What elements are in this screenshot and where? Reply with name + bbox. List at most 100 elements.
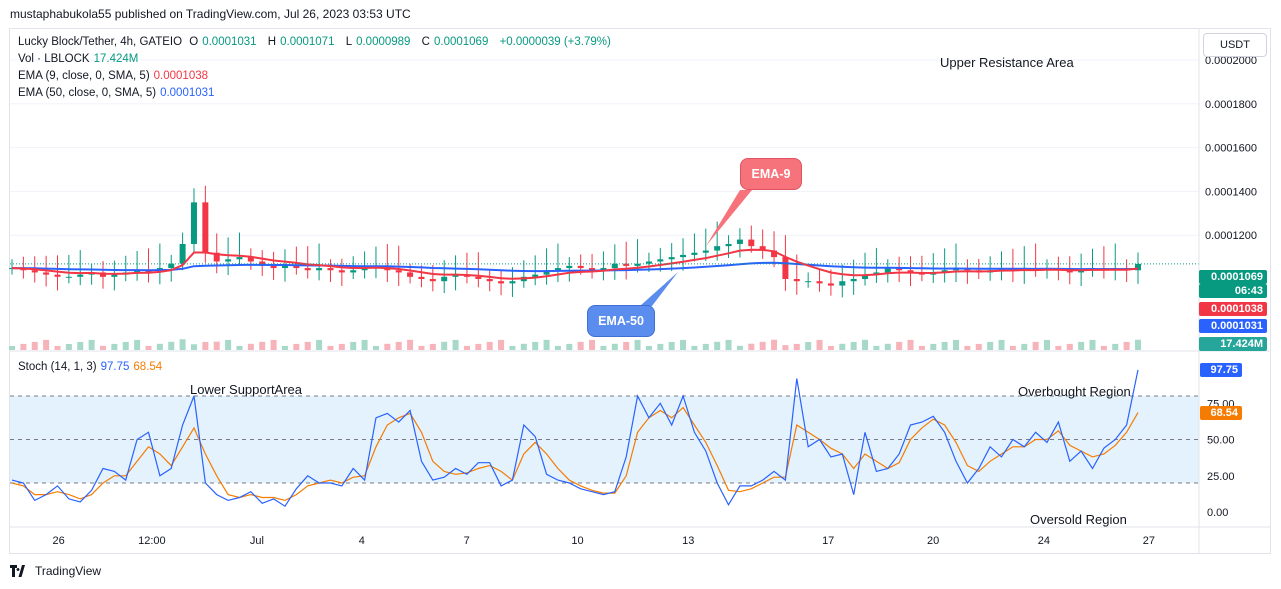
candle-body — [190, 202, 197, 244]
volume-bar — [759, 341, 766, 350]
candle-body — [281, 265, 288, 269]
lower-support-label: Lower SupportArea — [190, 382, 303, 397]
volume-bar — [1078, 341, 1085, 350]
candle-body — [452, 274, 459, 277]
volume-bar — [1089, 339, 1096, 350]
volume-bar — [202, 341, 209, 350]
candle-body — [168, 263, 175, 269]
volume-bar — [805, 342, 812, 350]
volume-bar — [532, 341, 539, 350]
ema9-price-label: 0.0001038 — [1199, 302, 1267, 316]
candle-body — [896, 268, 903, 271]
candle-body — [1066, 270, 1073, 273]
candle-body — [31, 270, 38, 273]
candle-body — [475, 276, 482, 280]
volume-bar — [441, 341, 448, 350]
candle-body — [907, 270, 914, 273]
volume-bar — [827, 345, 834, 350]
volume-bar — [873, 345, 880, 350]
candle-body — [771, 250, 778, 258]
legend-h: H 0.0001071 — [267, 36, 335, 48]
candle-body — [395, 270, 402, 273]
volume-bar — [1009, 345, 1016, 350]
price-tick-label: 0.0001600 — [1205, 143, 1257, 155]
volume-bar — [463, 345, 470, 350]
candle-body — [611, 263, 618, 269]
volume-bar — [987, 341, 994, 350]
candle-body — [179, 243, 186, 264]
upper-resistance-label: Upper Resistance Area — [940, 55, 1074, 70]
volume-bar — [1032, 341, 1039, 350]
candle-body — [327, 268, 334, 271]
volume-bar — [736, 345, 743, 350]
tradingview-logo-icon — [10, 565, 25, 577]
candle-body — [736, 239, 743, 244]
legend-change: +0.0000039 (+3.79%) — [499, 36, 611, 48]
stoch-k-line — [11, 369, 1139, 508]
legend-stoch: Stoch (14, 1, 3) 97.75 68.54 — [18, 361, 163, 373]
candle-body — [941, 270, 948, 273]
time-tick-label: 27 — [1143, 535, 1155, 547]
candle-body — [793, 279, 800, 282]
candle-body — [714, 246, 721, 251]
volume-bar — [9, 346, 15, 350]
stoch-band — [10, 395, 1199, 484]
volume-bar — [634, 339, 641, 350]
ema50-callout: EMA-50 — [587, 305, 655, 337]
candle-body — [247, 257, 254, 262]
volume-bar — [1123, 341, 1130, 350]
time-axis: 26 12:00 Jul 4 7 10 13 17 20 24 27 — [53, 535, 1155, 547]
volume-bar — [725, 339, 732, 350]
candle-body — [657, 259, 664, 262]
candle-body — [839, 281, 846, 286]
overbought-label: Overbought Region — [1018, 384, 1131, 399]
volume-bar — [862, 339, 869, 350]
volume-bar — [816, 339, 823, 350]
candle-body — [884, 268, 891, 273]
volume-bar — [190, 344, 197, 350]
volume-bar — [1021, 343, 1028, 350]
volume-bar — [43, 339, 50, 350]
volume-bar — [702, 343, 709, 350]
currency-button[interactable]: USDT — [1203, 33, 1267, 57]
candle-body — [316, 268, 323, 271]
price-tick-label: 0.0001200 — [1205, 230, 1257, 242]
volume-bar — [372, 345, 379, 350]
volume-bar — [475, 343, 482, 350]
volume-bar — [691, 345, 698, 350]
volume-bar — [452, 339, 459, 350]
candle-body — [532, 274, 539, 277]
candle-body — [554, 268, 561, 271]
volume-bar — [657, 343, 664, 350]
volume-bar — [338, 343, 345, 350]
candle-body — [65, 276, 72, 278]
volume-bar — [998, 339, 1005, 350]
candle-body — [645, 261, 652, 264]
candle-body — [782, 257, 789, 280]
time-tick-label: 12:00 — [138, 535, 166, 547]
time-tick-label: 13 — [682, 535, 694, 547]
candle-body — [225, 259, 232, 262]
candle-body — [418, 276, 425, 280]
volume-bar — [134, 339, 141, 350]
volume-bar — [384, 343, 391, 350]
candle-body — [361, 268, 368, 271]
candle-body — [816, 281, 823, 284]
volume-bar — [225, 339, 232, 350]
volume-bar — [213, 341, 220, 350]
stoch-k-label: 97.75 — [1200, 363, 1242, 377]
stoch-tick-label: 25.00 — [1207, 471, 1235, 483]
volume-bar — [941, 341, 948, 350]
volume-bar — [111, 343, 118, 350]
candle-body — [805, 281, 812, 283]
candle-body — [338, 270, 345, 273]
time-tick-label: Jul — [250, 535, 264, 547]
volume-bar — [884, 343, 891, 350]
candle-body — [43, 272, 50, 275]
volume-bar — [623, 341, 630, 350]
candle-body — [850, 279, 857, 282]
candle-body — [134, 270, 141, 273]
volume-bar — [88, 339, 95, 350]
